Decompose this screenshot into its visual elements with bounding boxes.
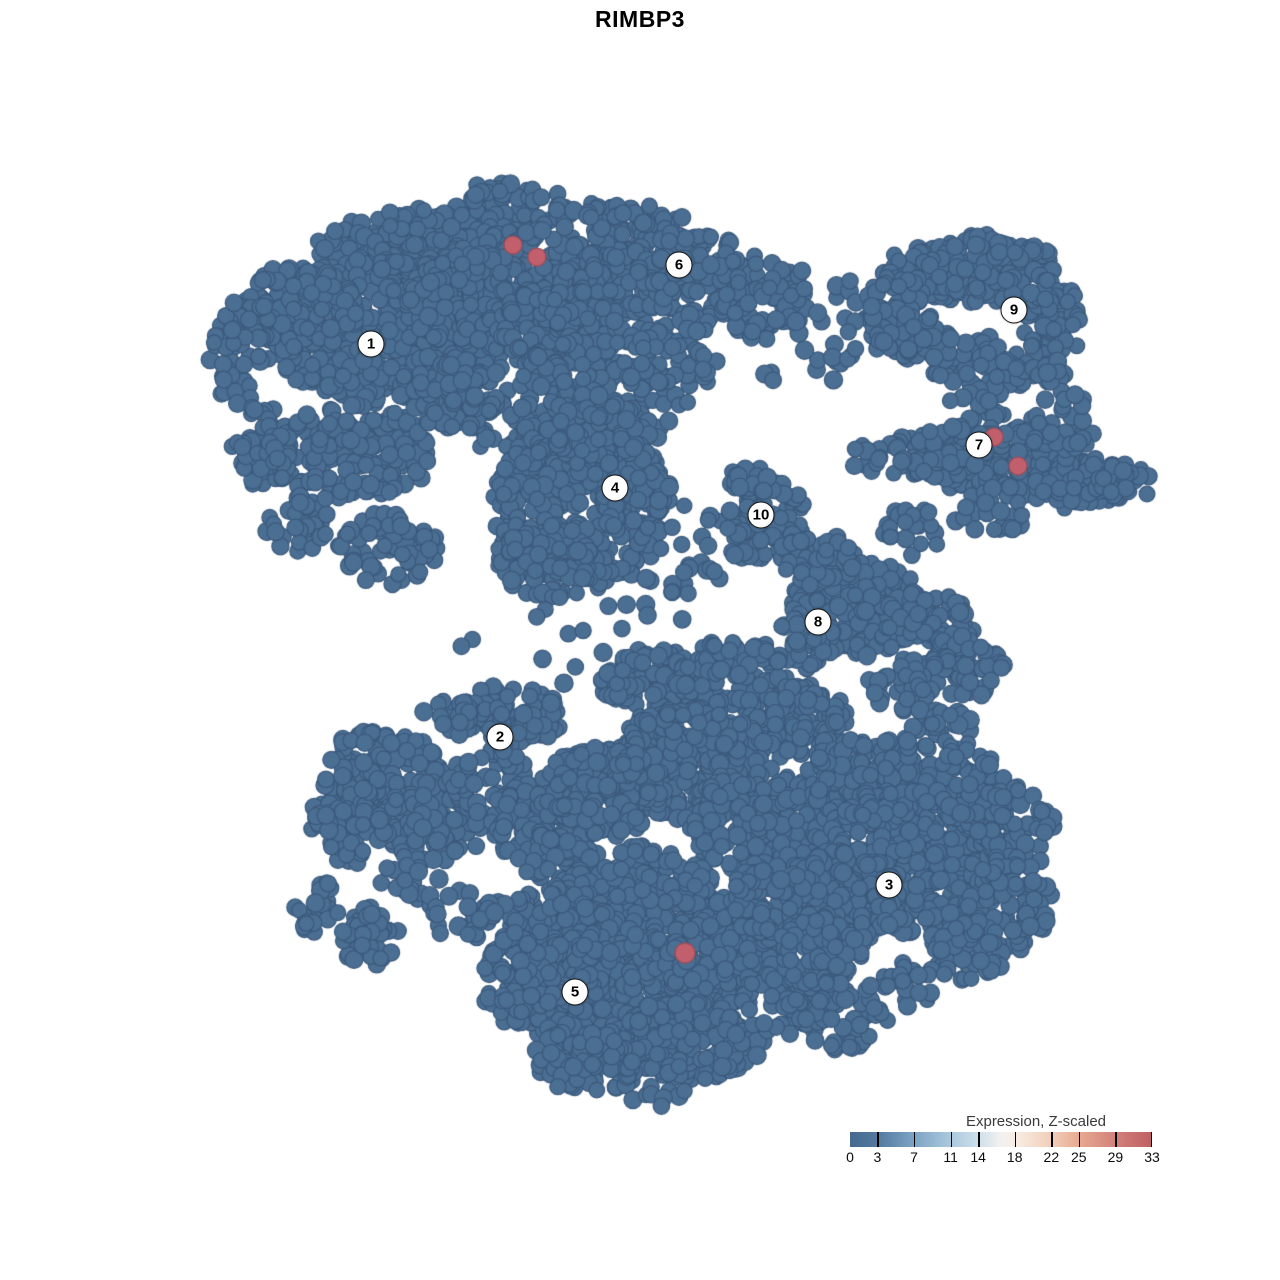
legend-tick-label: 18 (1006, 1149, 1023, 1165)
legend-tick-label: 33 (1144, 1149, 1160, 1165)
legend-tick-line (914, 1132, 916, 1147)
legend-tick-label: 22 (1043, 1149, 1060, 1165)
legend-tick-label: 7 (910, 1149, 918, 1165)
legend-tick-label: 3 (873, 1149, 882, 1165)
cluster-label-3: 3 (875, 871, 903, 899)
legend-tick-line (1150, 1132, 1152, 1147)
legend-tick-label: 25 (1070, 1149, 1087, 1165)
legend-tick-line (877, 1132, 879, 1147)
cluster-label-8: 8 (804, 608, 832, 636)
legend-tick-label: 29 (1107, 1149, 1124, 1165)
legend-tick-line (1115, 1132, 1117, 1147)
legend-tick-label: 11 (943, 1149, 958, 1165)
cluster-label-10: 10 (747, 501, 775, 529)
legend-colorbar (850, 1132, 1152, 1147)
cluster-label-7: 7 (965, 431, 993, 459)
legend-tick-labels: 0 3 7 11 14 18 22 25 29 33 (846, 1149, 1160, 1167)
cluster-label-9: 9 (1000, 296, 1028, 324)
legend-tick-line (950, 1132, 953, 1147)
legend-title: Expression, Z-scaled (965, 1113, 1107, 1130)
cluster-label-1: 1 (357, 330, 385, 358)
legend-tick-line (1078, 1132, 1081, 1147)
cluster-label-5: 5 (561, 978, 589, 1006)
legend-tick-line (1051, 1132, 1053, 1147)
cluster-label-2: 2 (486, 723, 514, 751)
legend-tick-label: 14 (970, 1149, 986, 1165)
legend-tick-label: 0 (846, 1149, 854, 1165)
expression-legend: Expression, Z-scaled 0 3 7 11 14 18 22 2… (846, 1113, 1160, 1169)
cluster-label-6: 6 (665, 251, 693, 279)
cluster-label-4: 4 (601, 474, 629, 502)
legend-tick-line (1014, 1132, 1017, 1147)
legend-tick-line (978, 1132, 980, 1147)
